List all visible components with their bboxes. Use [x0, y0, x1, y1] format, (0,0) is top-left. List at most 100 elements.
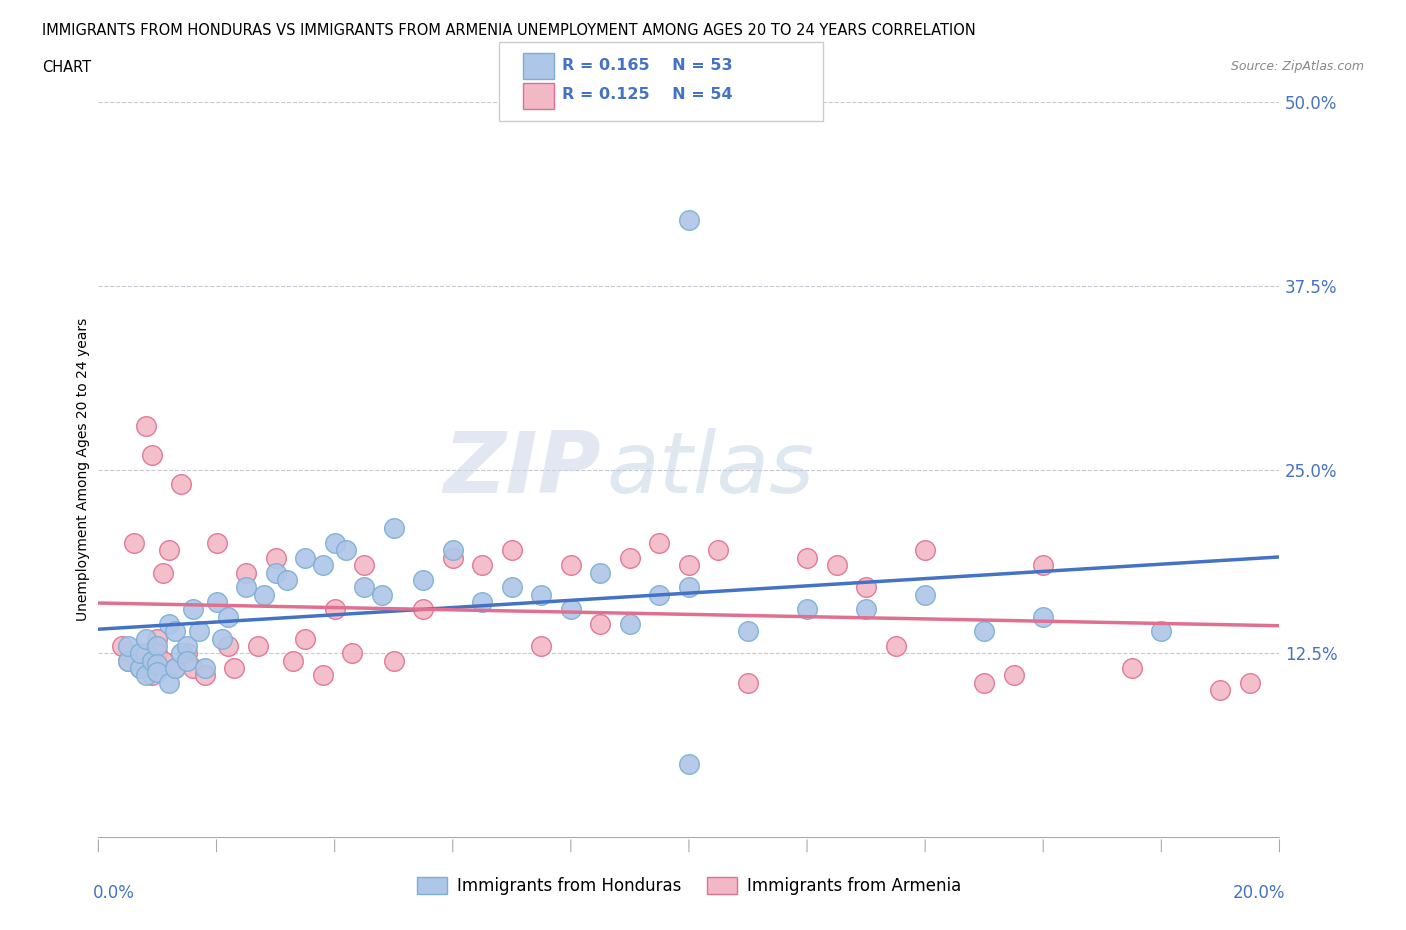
Point: [589, 565, 612, 580]
Point: [501, 543, 523, 558]
Point: [181, 602, 204, 617]
Point: [117, 653, 139, 668]
Point: [294, 551, 316, 565]
Point: [128, 645, 150, 660]
Text: 0.0%: 0.0%: [93, 884, 135, 902]
Point: [1032, 609, 1054, 624]
Point: [678, 756, 700, 771]
Point: [1121, 660, 1143, 675]
Point: [441, 551, 464, 565]
Point: [678, 212, 700, 227]
Point: [181, 660, 204, 675]
Point: [264, 565, 287, 580]
Point: [117, 653, 139, 668]
Point: [283, 653, 305, 668]
Point: [1239, 675, 1261, 690]
Point: [111, 639, 134, 654]
Text: atlas: atlas: [606, 428, 814, 512]
Point: [678, 579, 700, 594]
Point: [312, 558, 335, 573]
Point: [141, 447, 163, 462]
Point: [382, 521, 405, 536]
Point: [335, 543, 357, 558]
Point: [796, 602, 818, 617]
Point: [914, 587, 936, 602]
Point: [530, 639, 553, 654]
Point: [176, 645, 198, 660]
Point: [211, 631, 233, 646]
Point: [224, 660, 246, 675]
Point: [619, 617, 641, 631]
Point: [253, 587, 276, 602]
Point: [589, 617, 612, 631]
Point: [176, 653, 198, 668]
Point: [170, 645, 193, 660]
Point: [146, 645, 169, 660]
Point: [146, 631, 169, 646]
Point: [165, 660, 187, 675]
Point: [530, 587, 553, 602]
Point: [312, 668, 335, 683]
Point: [884, 639, 907, 654]
Point: [737, 675, 759, 690]
Point: [128, 660, 150, 675]
Point: [342, 645, 364, 660]
Point: [323, 536, 346, 551]
Point: [170, 477, 193, 492]
Point: [825, 558, 848, 573]
Point: [194, 660, 217, 675]
Point: [1032, 558, 1054, 573]
Point: [973, 624, 995, 639]
Point: [678, 558, 700, 573]
Point: [165, 660, 187, 675]
Point: [412, 602, 434, 617]
Point: [323, 602, 346, 617]
Point: [128, 660, 150, 675]
Point: [412, 573, 434, 588]
Point: [264, 551, 287, 565]
Point: [235, 565, 257, 580]
Point: [855, 602, 877, 617]
Text: CHART: CHART: [42, 60, 91, 75]
Point: [471, 594, 494, 609]
Point: [165, 624, 187, 639]
Point: [1150, 624, 1173, 639]
Point: [294, 631, 316, 646]
Point: [157, 543, 180, 558]
Point: [560, 602, 582, 617]
Point: [194, 668, 217, 683]
Point: [141, 668, 163, 683]
Point: [176, 639, 198, 654]
Point: [187, 624, 209, 639]
Point: [146, 665, 169, 680]
Point: [117, 639, 139, 654]
Point: [135, 631, 157, 646]
Text: Source: ZipAtlas.com: Source: ZipAtlas.com: [1230, 60, 1364, 73]
Point: [1209, 683, 1232, 698]
Point: [152, 565, 174, 580]
Point: [619, 551, 641, 565]
Point: [371, 587, 394, 602]
Point: [152, 653, 174, 668]
Point: [205, 594, 228, 609]
Point: [135, 418, 157, 433]
Point: [157, 675, 180, 690]
Point: [707, 543, 730, 558]
Point: [157, 617, 180, 631]
Point: [205, 536, 228, 551]
Point: [353, 558, 375, 573]
Text: IMMIGRANTS FROM HONDURAS VS IMMIGRANTS FROM ARMENIA UNEMPLOYMENT AMONG AGES 20 T: IMMIGRANTS FROM HONDURAS VS IMMIGRANTS F…: [42, 23, 976, 38]
Point: [217, 639, 239, 654]
Point: [246, 639, 269, 654]
Text: 20.0%: 20.0%: [1233, 884, 1285, 902]
Point: [146, 657, 169, 671]
Point: [353, 579, 375, 594]
Point: [441, 543, 464, 558]
Point: [382, 653, 405, 668]
Text: R = 0.165    N = 53: R = 0.165 N = 53: [562, 58, 733, 73]
Point: [235, 579, 257, 594]
Point: [973, 675, 995, 690]
Point: [276, 573, 298, 588]
Point: [648, 536, 671, 551]
Point: [914, 543, 936, 558]
